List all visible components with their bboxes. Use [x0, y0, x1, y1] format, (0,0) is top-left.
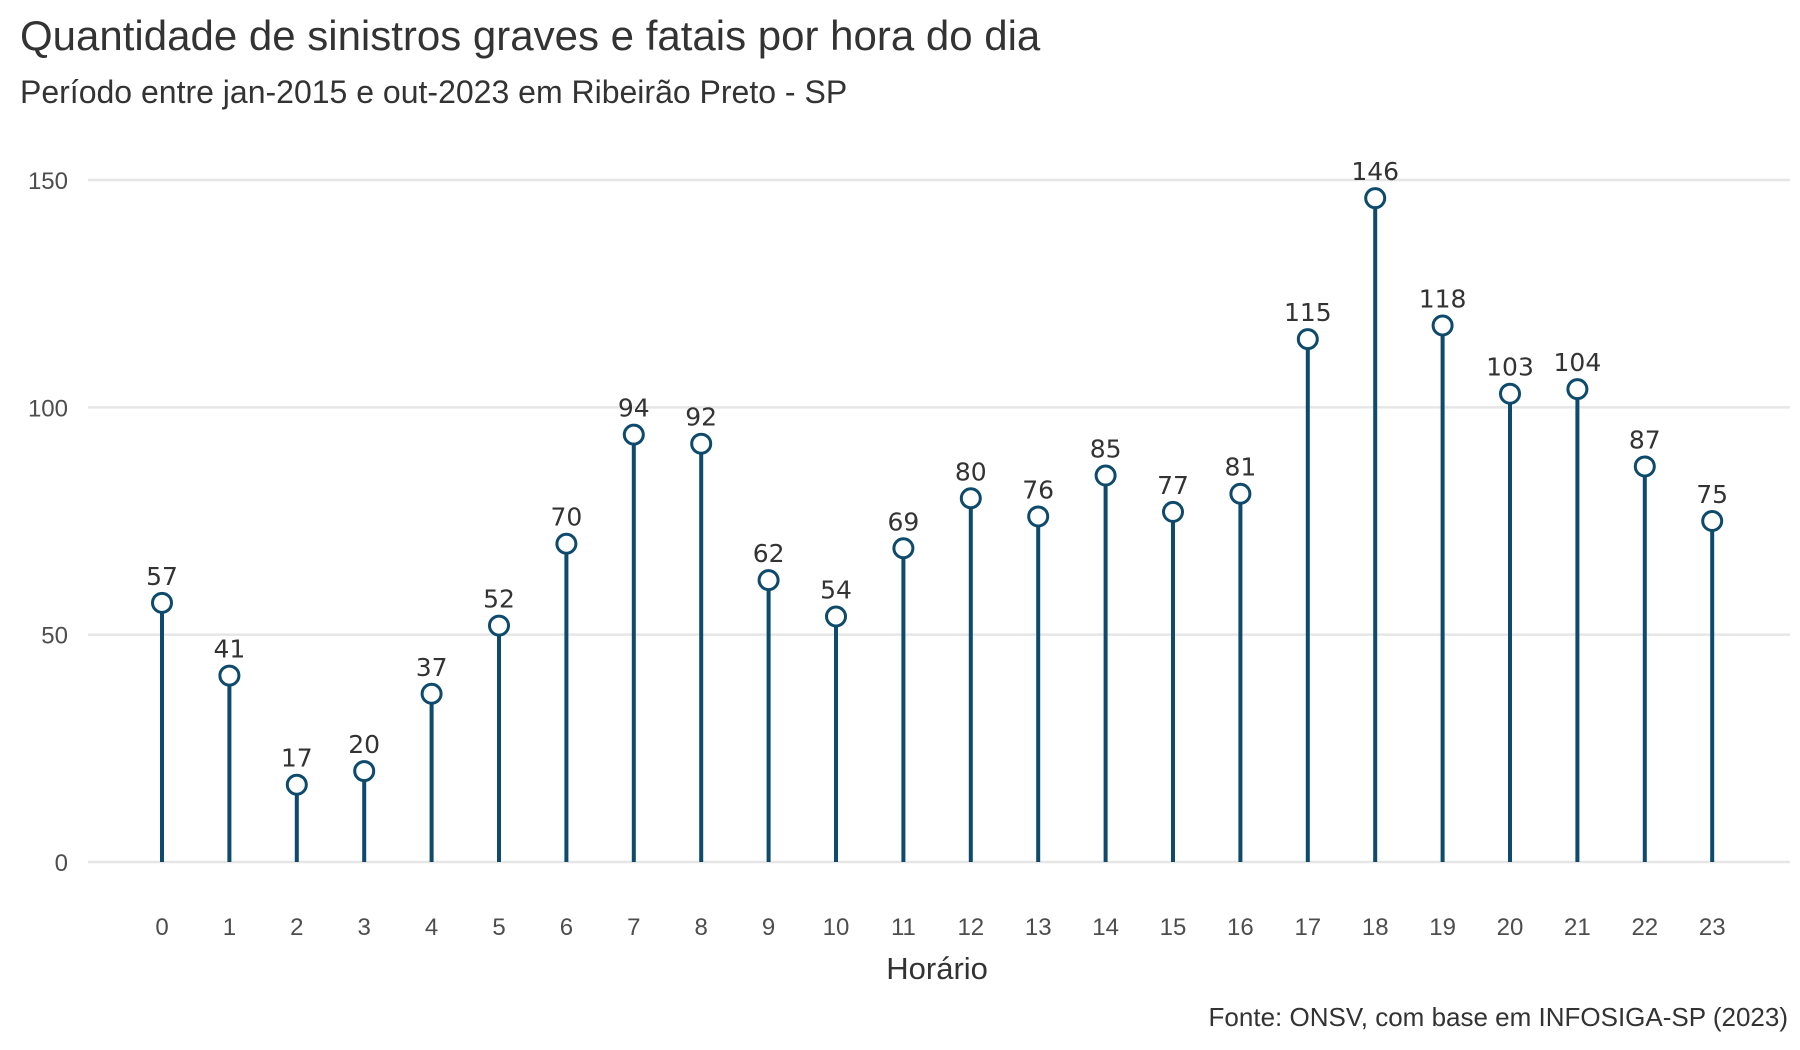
x-tick-label: 11 [891, 914, 916, 941]
x-tick-label: 9 [762, 914, 775, 941]
x-tick-label: 8 [695, 914, 708, 941]
x-tick-label: 4 [425, 914, 438, 941]
x-axis-ticks: 0 1 2 3 4 5 6 7 8 9 10 11 12 13 14 15 16 17 18 19 20 21 22 23 [155, 914, 1725, 941]
data-label: 17 [281, 744, 313, 773]
x-tick-label: 20 [1497, 914, 1524, 941]
data-label: 52 [483, 585, 515, 614]
data-label: 77 [1157, 471, 1189, 500]
data-point [1162, 500, 1184, 523]
data-point [420, 682, 443, 705]
data-label: 104 [1554, 348, 1602, 377]
x-tick-label: 21 [1564, 914, 1591, 941]
data-point [1094, 464, 1117, 487]
data-label: 75 [1696, 480, 1728, 509]
y-axis-ticks: 0 50 100 150 [28, 168, 68, 877]
data-point [555, 532, 578, 555]
data-label: 94 [618, 394, 650, 423]
data-point [757, 569, 780, 592]
data-point [825, 605, 847, 628]
data-point [1431, 314, 1454, 337]
data-label: 70 [550, 503, 582, 532]
chart-caption: Fonte: ONSV, com base em INFOSIGA-SP (20… [1208, 1002, 1788, 1032]
x-tick-label: 3 [358, 914, 371, 941]
data-point [285, 773, 308, 796]
data-label: 54 [820, 575, 852, 604]
x-tick-label: 1 [223, 914, 236, 941]
data-point [892, 537, 915, 560]
x-tick-label: 19 [1429, 914, 1456, 941]
y-tick-label: 0 [55, 850, 68, 877]
stems [160, 198, 1715, 862]
data-label: 118 [1419, 284, 1467, 313]
x-tick-label: 18 [1362, 914, 1389, 941]
data-point [1229, 482, 1252, 505]
data-labels: 57 41 17 20 37 52 70 94 92 62 54 69 80 76 85 77 81 115 146… [146, 157, 1728, 773]
data-point [622, 423, 645, 446]
data-point [151, 591, 173, 614]
x-tick-label: 0 [155, 914, 168, 941]
data-label: 85 [1090, 435, 1122, 464]
chart-title: Quantidade de sinistros graves e fatais … [20, 12, 1041, 59]
data-label: 37 [416, 653, 448, 682]
x-tick-label: 12 [957, 914, 984, 941]
data-point [1633, 455, 1656, 478]
x-tick-label: 17 [1294, 914, 1321, 941]
x-axis-title: Horário [886, 951, 988, 986]
x-tick-label: 15 [1160, 914, 1187, 941]
data-label: 92 [685, 403, 717, 432]
x-tick-label: 23 [1699, 914, 1726, 941]
data-label: 62 [753, 539, 785, 568]
data-point [690, 432, 713, 455]
data-point [1027, 505, 1050, 528]
data-label: 41 [213, 635, 245, 664]
markers [151, 187, 1724, 796]
data-label: 69 [887, 507, 919, 536]
chart-subtitle: Período entre jan-2015 e out-2023 em Rib… [20, 74, 848, 110]
x-tick-label: 7 [627, 914, 640, 941]
y-tick-label: 50 [41, 623, 68, 650]
data-point [1499, 382, 1521, 405]
data-label: 115 [1284, 298, 1332, 327]
y-tick-label: 150 [28, 168, 68, 195]
x-tick-label: 2 [290, 914, 303, 941]
x-tick-label: 5 [492, 914, 505, 941]
data-point [959, 487, 982, 510]
data-point [1364, 187, 1387, 210]
data-label: 76 [1022, 475, 1054, 504]
data-label: 57 [146, 562, 178, 591]
x-tick-label: 22 [1631, 914, 1658, 941]
data-label: 87 [1629, 425, 1661, 454]
data-point [1566, 378, 1589, 401]
x-tick-label: 14 [1092, 914, 1119, 941]
data-point [353, 760, 376, 783]
data-point [1296, 328, 1319, 351]
x-tick-label: 13 [1025, 914, 1052, 941]
data-label: 80 [955, 457, 987, 486]
data-label: 20 [348, 730, 380, 759]
x-tick-label: 6 [560, 914, 573, 941]
data-label: 81 [1224, 453, 1256, 482]
gridlines [88, 178, 1790, 864]
data-label: 103 [1486, 353, 1534, 382]
y-tick-label: 100 [28, 395, 68, 422]
x-tick-label: 16 [1227, 914, 1254, 941]
x-tick-label: 10 [823, 914, 850, 941]
data-point [1701, 510, 1724, 532]
data-label: 146 [1351, 157, 1399, 186]
data-point [488, 614, 510, 637]
data-point [218, 664, 241, 687]
